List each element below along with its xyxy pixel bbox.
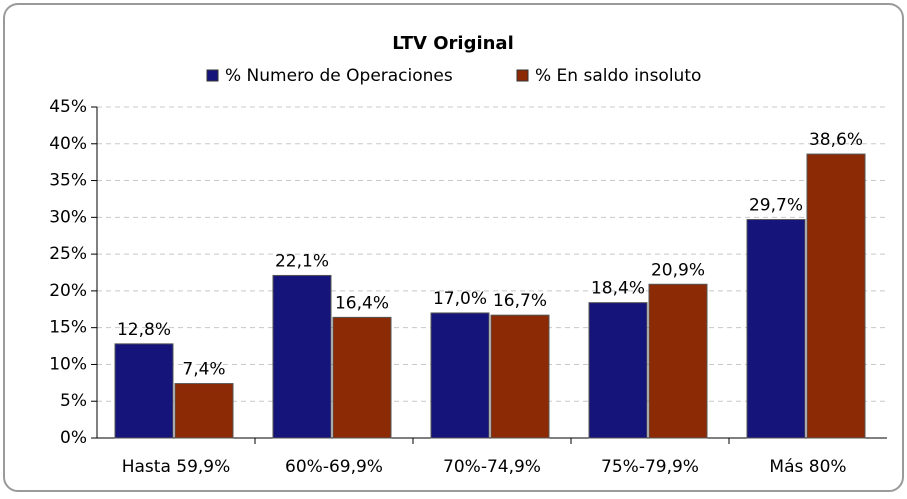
y-tick-label: 45% (49, 97, 87, 117)
y-tick-label: 10% (49, 354, 87, 374)
legend-swatch (516, 69, 529, 82)
value-label: 16,4% (335, 293, 389, 313)
value-label: 16,7% (493, 291, 547, 311)
bar (114, 343, 174, 439)
y-tick-label: 40% (49, 134, 87, 154)
y-tick-label: 25% (49, 244, 87, 264)
y-tick-label: 30% (49, 207, 87, 227)
value-label: 20,9% (651, 260, 705, 280)
chart-title: LTV Original (392, 33, 514, 54)
x-tick-label: Más 80% (769, 457, 846, 477)
y-tick-label: 35% (49, 171, 87, 191)
value-label: 29,7% (749, 196, 803, 216)
y-tick-label: 5% (60, 391, 87, 411)
bar (490, 314, 550, 439)
bar (174, 383, 234, 439)
bar (746, 219, 806, 439)
value-label: 38,6% (809, 130, 863, 150)
y-tick-label: 0% (60, 428, 87, 448)
bar (272, 274, 332, 439)
y-tick-label: 15% (49, 318, 87, 338)
value-label: 18,4% (591, 279, 645, 299)
x-tick-label: Hasta 59,9% (122, 457, 231, 477)
value-label: 22,1% (275, 251, 329, 271)
value-label: 12,8% (117, 320, 171, 340)
bar (648, 283, 708, 439)
legend-label: % En saldo insoluto (535, 66, 701, 86)
value-label: 17,0% (433, 289, 487, 309)
x-tick-label: 75%-79,9% (601, 457, 699, 477)
x-tick-label: 70%-74,9% (443, 457, 541, 477)
bar (430, 312, 490, 439)
bar (806, 153, 866, 439)
legend-label: % Numero de Operaciones (225, 66, 453, 86)
bar (588, 302, 648, 439)
y-tick-label: 20% (49, 281, 87, 301)
x-tick-label: 60%-69,9% (285, 457, 383, 477)
value-label: 7,4% (182, 360, 225, 380)
bar (332, 316, 392, 439)
legend-swatch (206, 69, 219, 82)
